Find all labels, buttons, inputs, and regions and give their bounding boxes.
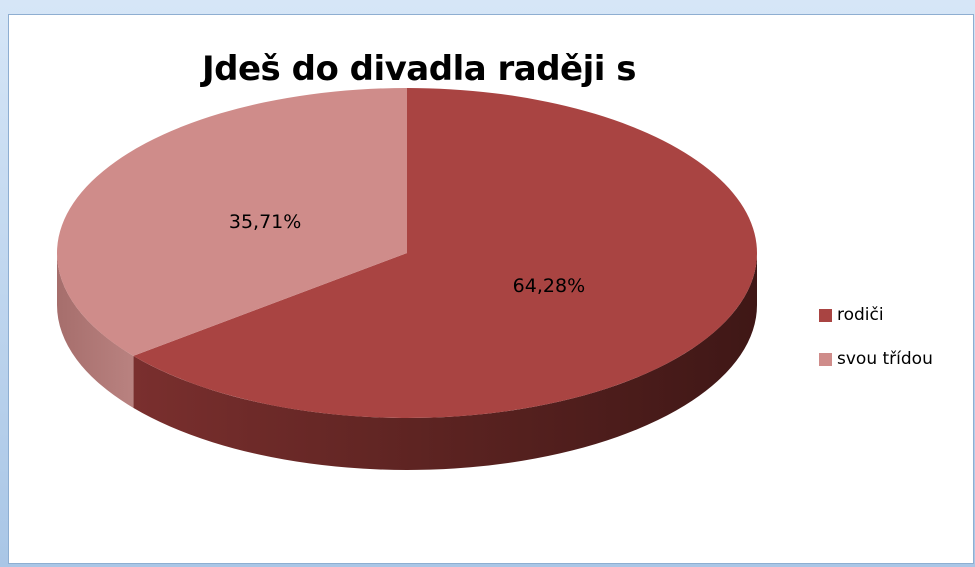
legend-swatch (819, 308, 832, 322)
legend-item-rodici: rodiči (819, 303, 933, 327)
slice-data-label: 64,28% (513, 275, 585, 297)
legend-swatch (819, 352, 832, 366)
pie-slice-side (133, 253, 757, 470)
legend: rodiči svou třídou (819, 303, 933, 391)
legend-item-svou-tridou: svou třídou (819, 347, 933, 371)
pie-slice (57, 88, 407, 356)
pie-slice (133, 88, 758, 418)
chart-title: Jdeš do divadla raději s (201, 49, 637, 89)
pie-slice-side (57, 253, 134, 408)
pie-chart: 64,28% 35,71% (57, 88, 758, 470)
legend-label: rodiči (837, 305, 884, 325)
legend-label: svou třídou (837, 349, 933, 369)
chart-area: Jdeš do divadla raději s 64,28% 35,71% (8, 14, 974, 564)
slice-data-label: 35,71% (229, 211, 301, 233)
